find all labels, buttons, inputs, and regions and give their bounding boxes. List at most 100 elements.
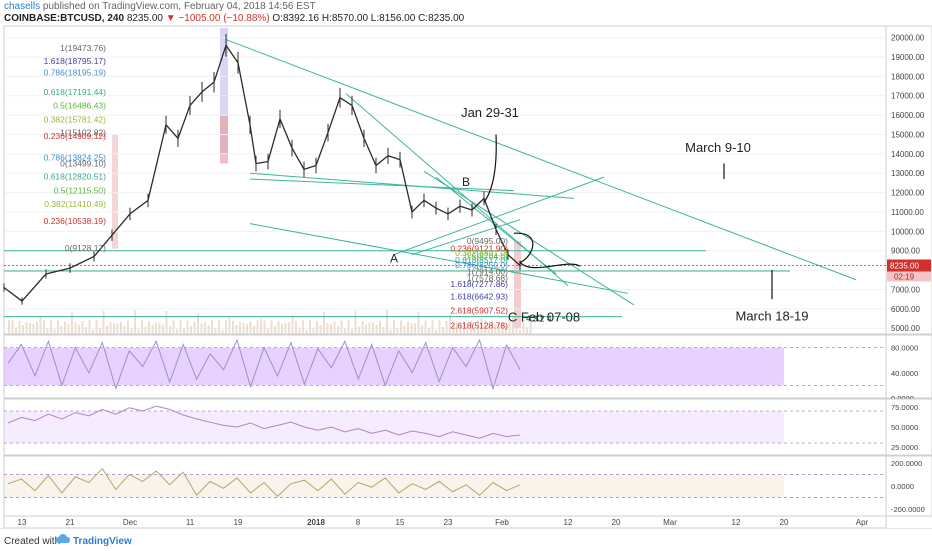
oscillator-tick-label: 0.0000 — [891, 482, 914, 491]
volume-bar — [127, 320, 129, 334]
time-tick-label: 20 — [612, 518, 621, 527]
volume-bar — [214, 327, 217, 334]
time-tick-label: 19 — [234, 518, 243, 527]
fib-level-label: 0(9128.17) — [65, 243, 106, 253]
price-tick-label: 17000.00 — [891, 92, 925, 101]
volume-bar — [435, 329, 437, 334]
volume-bar — [197, 313, 199, 334]
volume-bar — [155, 322, 157, 334]
trendline — [249, 223, 629, 294]
oscillator-line — [7, 405, 521, 439]
oscillator-band — [4, 347, 784, 386]
fib-zone-red-left — [112, 134, 118, 249]
publisher-username[interactable]: chasells — [4, 1, 41, 12]
chart-canvas: 5000.006000.007000.008000.009000.0010000… — [3, 25, 932, 528]
volume-bar — [452, 322, 455, 334]
fib-zone-blue — [220, 27, 228, 154]
fib-level-label: 1(7578.68) — [467, 273, 508, 283]
price-tick-label: 16000.00 — [891, 111, 925, 120]
price-pane-frame — [3, 25, 887, 335]
volume-bar — [284, 322, 287, 334]
oscillator-line — [7, 467, 521, 498]
volume-bar — [372, 322, 374, 334]
oscillator-band — [4, 411, 784, 443]
volume-bar — [46, 328, 49, 334]
volume-bar — [466, 326, 469, 334]
volume-bar — [15, 327, 17, 334]
oscillator-tick-label: 80.0000 — [891, 344, 918, 353]
volume-bar — [29, 323, 31, 334]
tradingview-brand[interactable]: TradingView — [73, 536, 132, 547]
volume-bar — [295, 320, 297, 334]
volume-bar — [505, 325, 507, 334]
fib-level-label: 0.5(8704.0) — [465, 251, 509, 261]
volume-bar — [95, 320, 98, 334]
oscillator-tick-label: 40.0000 — [891, 369, 918, 378]
oscillator-tick-label: 200.0000 — [891, 459, 922, 468]
chart-annotation: C Feb 07-08 — [508, 309, 580, 324]
time-tick-label: 11 — [186, 518, 195, 527]
fib-level-label: 0.786(18195.19) — [44, 68, 107, 78]
volume-bar — [235, 324, 238, 334]
price-tick-label: 14000.00 — [891, 150, 925, 159]
fib-level-label: 1(7914.00) — [467, 267, 508, 277]
volume-bar — [403, 325, 406, 334]
volume-bar — [267, 328, 269, 334]
volume-bar — [414, 323, 416, 334]
chart-annotation: March 18-19 — [736, 308, 809, 323]
volume-bar — [337, 325, 339, 334]
volume-bar — [102, 310, 105, 334]
price-tick-label: 13000.00 — [891, 169, 925, 178]
volume-bar — [67, 324, 70, 334]
volume-bar — [424, 320, 427, 334]
volume-bar — [43, 320, 45, 334]
price-tick-label: 18000.00 — [891, 72, 925, 81]
symbol-name: COINBASE:BTCUSD, 240 — [4, 13, 125, 24]
volume-bar — [207, 325, 210, 334]
sequence-label: 4 — [526, 314, 531, 323]
sequence-label: 2 — [540, 314, 545, 323]
trendline — [225, 39, 857, 281]
volume-bar — [162, 324, 164, 334]
volume-bar — [396, 327, 399, 334]
volume-bar — [85, 327, 87, 334]
time-axis-frame — [3, 515, 887, 528]
volume-bar — [88, 320, 91, 334]
volume-bar — [18, 320, 21, 334]
volume-bar — [421, 325, 423, 334]
volume-bar — [260, 318, 262, 334]
volume-bar — [487, 325, 490, 334]
volume-bar — [298, 327, 301, 334]
volume-bar — [382, 326, 385, 334]
volume-bar — [393, 320, 395, 334]
volume-bar — [417, 311, 420, 334]
volume-bar — [200, 323, 203, 334]
annotation-pointer — [483, 134, 497, 203]
volume-bar — [123, 325, 126, 334]
volume-bar — [508, 320, 511, 334]
volume-bar — [151, 324, 154, 334]
symbol-line: COINBASE:BTCUSD, 240 8235.00 ▼ −1005.00 … — [4, 13, 464, 24]
volume-bar — [246, 324, 248, 334]
volume-bar — [312, 327, 315, 334]
fib-level-label: 0(13499.10) — [60, 159, 106, 169]
volume-bar — [134, 310, 136, 334]
volume-bar — [456, 322, 458, 334]
fib-level-label: 0.236(14909.12) — [44, 131, 107, 141]
volume-bar — [351, 329, 353, 334]
fib-level-label: 1.618(7277.86) — [450, 279, 508, 289]
volume-bar — [330, 323, 332, 334]
volume-bar — [50, 320, 52, 334]
oscillator-tick-label: 50.0000 — [891, 423, 918, 432]
volume-bar — [477, 320, 479, 334]
volume-bar — [120, 321, 122, 334]
oscillator-tick-label: 75.0000 — [891, 403, 918, 412]
volume-bar — [361, 321, 364, 334]
volume-bar — [144, 326, 147, 334]
volume-bar — [309, 320, 311, 334]
ohlc-values: O:8392.16 H:8570.00 L:8156.00 C:8235.00 — [272, 13, 465, 24]
created-with-label: Created with — [4, 536, 61, 547]
volume-bar — [242, 322, 245, 334]
price-tick-label: 10000.00 — [891, 227, 925, 236]
